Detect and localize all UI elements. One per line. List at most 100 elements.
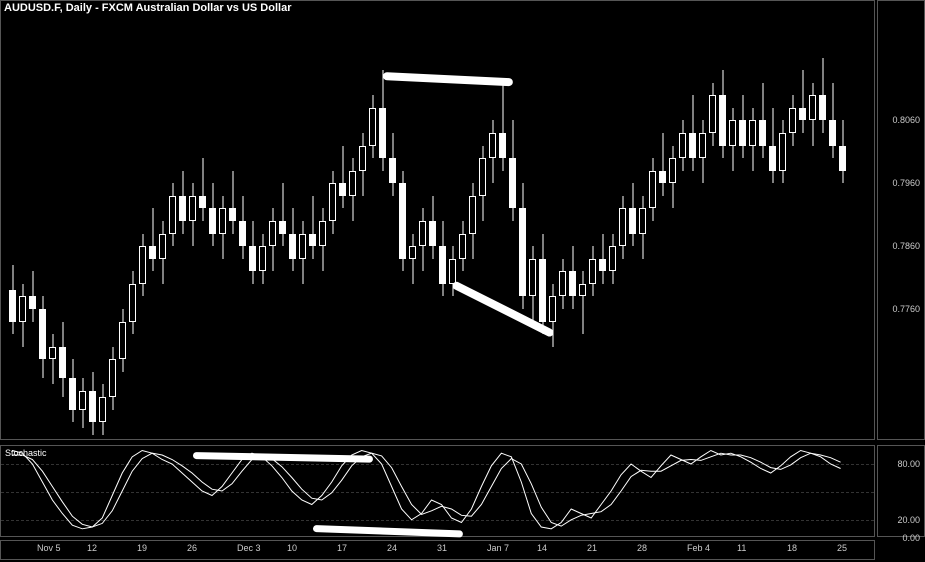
candle[interactable] <box>399 1 406 441</box>
candle[interactable] <box>709 1 716 441</box>
candle[interactable] <box>459 1 466 441</box>
candle[interactable] <box>579 1 586 441</box>
candle[interactable] <box>419 1 426 441</box>
candle[interactable] <box>689 1 696 441</box>
candle[interactable] <box>589 1 596 441</box>
candle[interactable] <box>789 1 796 441</box>
candle[interactable] <box>559 1 566 441</box>
candle[interactable] <box>289 1 296 441</box>
candle[interactable] <box>309 1 316 441</box>
candle[interactable] <box>169 1 176 441</box>
candle[interactable] <box>179 1 186 441</box>
candle[interactable] <box>449 1 456 441</box>
candle[interactable] <box>89 1 96 441</box>
candle-body <box>539 259 546 322</box>
candle[interactable] <box>229 1 236 441</box>
candle[interactable] <box>9 1 16 441</box>
candle[interactable] <box>549 1 556 441</box>
candle[interactable] <box>329 1 336 441</box>
candle[interactable] <box>299 1 306 441</box>
candle[interactable] <box>29 1 36 441</box>
candle[interactable] <box>469 1 476 441</box>
stochastic-panel[interactable]: Stochastic <box>0 445 875 537</box>
candle[interactable] <box>109 1 116 441</box>
candle[interactable] <box>249 1 256 441</box>
candle-body <box>819 95 826 120</box>
candle[interactable] <box>839 1 846 441</box>
candle[interactable] <box>509 1 516 441</box>
candle[interactable] <box>49 1 56 441</box>
candle[interactable] <box>729 1 736 441</box>
candle[interactable] <box>239 1 246 441</box>
candle[interactable] <box>569 1 576 441</box>
candle-body <box>439 246 446 284</box>
candle[interactable] <box>189 1 196 441</box>
candle-body <box>159 234 166 259</box>
candle[interactable] <box>619 1 626 441</box>
candle[interactable] <box>629 1 636 441</box>
candle[interactable] <box>479 1 486 441</box>
candle[interactable] <box>119 1 126 441</box>
candle[interactable] <box>659 1 666 441</box>
candle[interactable] <box>269 1 276 441</box>
candle[interactable] <box>719 1 726 441</box>
candle[interactable] <box>739 1 746 441</box>
candle[interactable] <box>199 1 206 441</box>
candle[interactable] <box>829 1 836 441</box>
candle[interactable] <box>369 1 376 441</box>
candle[interactable] <box>139 1 146 441</box>
candle[interactable] <box>69 1 76 441</box>
candle[interactable] <box>149 1 156 441</box>
candle[interactable] <box>639 1 646 441</box>
candle[interactable] <box>679 1 686 441</box>
candle-body <box>419 221 426 246</box>
candle[interactable] <box>669 1 676 441</box>
candle[interactable] <box>529 1 536 441</box>
candle-wick <box>662 133 663 196</box>
candle[interactable] <box>209 1 216 441</box>
candle[interactable] <box>539 1 546 441</box>
chart-container[interactable]: AUDUSD.F, Daily - FXCM Australian Dollar… <box>0 0 925 562</box>
candle[interactable] <box>489 1 496 441</box>
candle[interactable] <box>799 1 806 441</box>
candle-body <box>49 347 56 360</box>
candle[interactable] <box>519 1 526 441</box>
time-tick: 28 <box>637 543 647 553</box>
candle[interactable] <box>749 1 756 441</box>
candle[interactable] <box>759 1 766 441</box>
candle[interactable] <box>779 1 786 441</box>
candle[interactable] <box>59 1 66 441</box>
time-tick: 18 <box>787 543 797 553</box>
candle[interactable] <box>259 1 266 441</box>
candle[interactable] <box>439 1 446 441</box>
candle[interactable] <box>609 1 616 441</box>
candle[interactable] <box>339 1 346 441</box>
candle-body <box>199 196 206 209</box>
candle[interactable] <box>379 1 386 441</box>
candle[interactable] <box>389 1 396 441</box>
candle[interactable] <box>819 1 826 441</box>
price-panel[interactable] <box>0 0 875 440</box>
candle[interactable] <box>499 1 506 441</box>
candle[interactable] <box>359 1 366 441</box>
candle[interactable] <box>699 1 706 441</box>
candle[interactable] <box>219 1 226 441</box>
candle[interactable] <box>19 1 26 441</box>
candle[interactable] <box>599 1 606 441</box>
candle[interactable] <box>769 1 776 441</box>
candle[interactable] <box>79 1 86 441</box>
candle[interactable] <box>649 1 656 441</box>
time-tick: 14 <box>537 543 547 553</box>
candle[interactable] <box>429 1 436 441</box>
candle[interactable] <box>99 1 106 441</box>
candle[interactable] <box>319 1 326 441</box>
candle[interactable] <box>129 1 136 441</box>
candle[interactable] <box>279 1 286 441</box>
candle-body <box>669 158 676 183</box>
candle[interactable] <box>39 1 46 441</box>
candle[interactable] <box>159 1 166 441</box>
candle[interactable] <box>409 1 416 441</box>
candle[interactable] <box>809 1 816 441</box>
candle[interactable] <box>349 1 356 441</box>
candle-body <box>349 171 356 196</box>
